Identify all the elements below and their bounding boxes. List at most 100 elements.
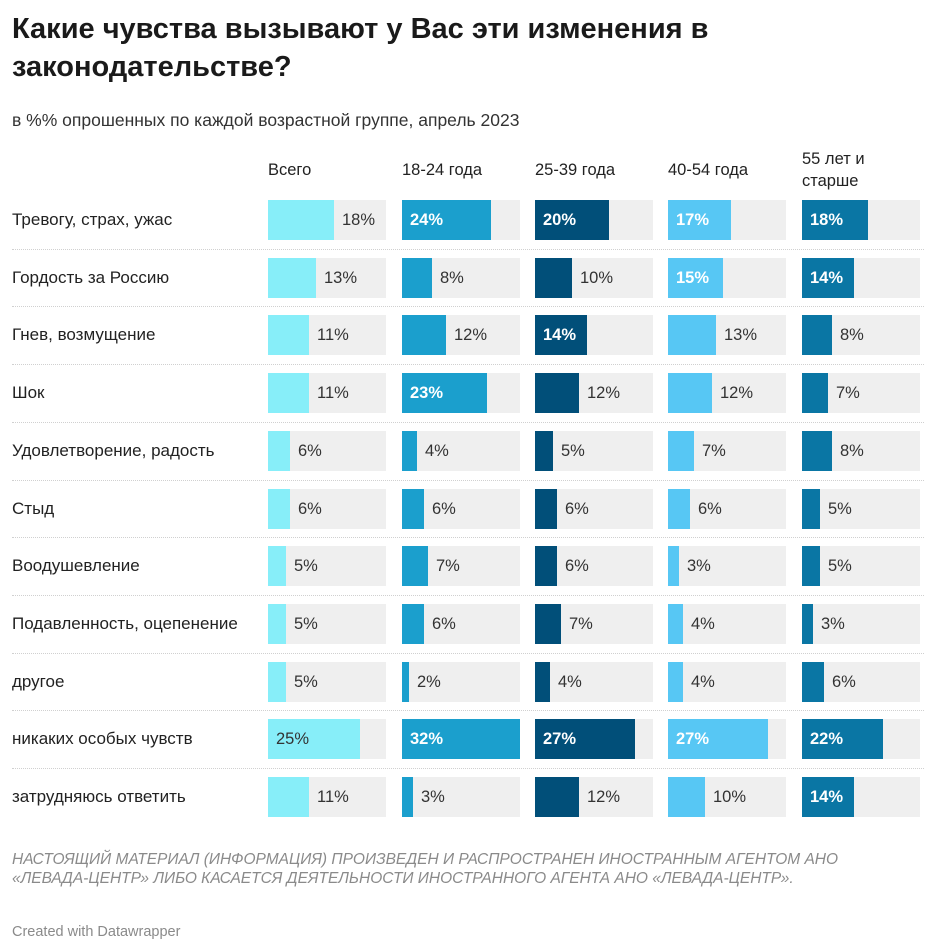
bar <box>535 430 553 471</box>
bar-track: 20% <box>535 200 653 240</box>
bar <box>535 315 587 356</box>
bar-track: 14% <box>535 315 653 356</box>
bar-track: 12% <box>668 373 786 414</box>
bar-track: 18% <box>268 200 386 240</box>
value-label: 6% <box>298 441 322 460</box>
bar-track: 22% <box>802 719 920 760</box>
bar <box>802 257 854 298</box>
value-label: 4% <box>691 672 715 691</box>
value-label: 15% <box>676 268 710 287</box>
bar <box>668 200 731 240</box>
column-header-0: Всего <box>268 161 312 179</box>
bar <box>402 373 487 414</box>
bar-track: 27% <box>668 719 786 760</box>
bar-track: 11% <box>268 373 386 414</box>
bar <box>668 257 723 298</box>
bar <box>802 430 832 471</box>
bar-track: 12% <box>535 777 653 817</box>
bar-track: 4% <box>402 430 520 471</box>
bar-track: 8% <box>802 315 920 356</box>
chart-title: Какие чувства вызывают у Вас эти изменен… <box>12 13 709 83</box>
foreign-agent-note: НАСТОЯЩИЙ МАТЕРИАЛ (ИНФОРМАЦИЯ) ПРОИЗВЕД… <box>12 851 839 887</box>
value-label: 5% <box>828 557 852 576</box>
value-label: 5% <box>294 614 318 633</box>
bar <box>268 257 316 298</box>
bar-track: 11% <box>268 777 386 817</box>
value-label: 18% <box>342 211 376 229</box>
bar-track: 17% <box>668 200 786 240</box>
category-label: Воодушевление <box>12 556 140 576</box>
bar <box>268 661 286 702</box>
value-label: 10% <box>713 788 747 806</box>
bar <box>535 719 635 760</box>
bar <box>535 200 609 240</box>
bar <box>268 777 309 817</box>
bar <box>668 430 694 471</box>
bar-track: 10% <box>535 257 653 298</box>
value-label: 4% <box>691 614 715 633</box>
bar <box>268 719 360 760</box>
value-label: 13% <box>724 326 758 345</box>
bar-track: 11% <box>268 315 386 356</box>
bar-track: 15% <box>668 257 786 298</box>
bar <box>402 719 520 760</box>
bar <box>668 777 705 817</box>
row-separator <box>12 364 924 366</box>
value-label: 14% <box>810 268 844 287</box>
bar <box>268 200 334 240</box>
bar <box>268 430 290 471</box>
bar-track: 10% <box>668 777 786 817</box>
value-label: 3% <box>821 614 845 633</box>
value-label: 5% <box>828 499 852 518</box>
bar-track: 6% <box>535 546 653 587</box>
bar-track: 6% <box>402 488 520 529</box>
category-label: Шок <box>12 383 45 403</box>
bar-track: 12% <box>535 373 653 414</box>
value-label: 14% <box>543 326 577 345</box>
bar-track: 23% <box>402 373 520 414</box>
bar <box>802 488 820 529</box>
bar-track: 7% <box>802 373 920 414</box>
value-label: 12% <box>587 788 621 806</box>
bar <box>402 315 446 356</box>
row-separator <box>12 652 924 654</box>
category-label: Гнев, возмущение <box>12 325 156 345</box>
bar-track: 14% <box>802 257 920 298</box>
value-label: 11% <box>317 326 349 345</box>
bar-track: 8% <box>802 430 920 471</box>
bar <box>402 488 424 529</box>
bar-track: 5% <box>268 661 386 702</box>
bar-track: 6% <box>402 603 520 644</box>
bar <box>668 315 716 356</box>
bar-track: 3% <box>668 546 786 587</box>
category-label: затрудняюсь ответить <box>12 787 186 806</box>
value-label: 12% <box>454 326 488 345</box>
column-header-4: 55 лет и старше <box>802 150 865 190</box>
bar <box>268 488 290 529</box>
bar-track: 32% <box>402 719 520 760</box>
value-label: 25% <box>276 730 310 749</box>
bar <box>402 661 409 702</box>
value-label: 23% <box>410 384 444 403</box>
bar-track: 3% <box>802 603 920 644</box>
bar-track: 4% <box>668 661 786 702</box>
bar <box>802 546 820 587</box>
column-header-1: 18-24 года <box>402 161 483 179</box>
bar <box>535 257 572 298</box>
bar-track: 7% <box>402 546 520 587</box>
bar-track: 6% <box>668 488 786 529</box>
value-label: 11% <box>317 384 349 403</box>
bar-track: 25% <box>268 719 386 760</box>
bar-track: 5% <box>802 546 920 587</box>
bar <box>402 257 432 298</box>
value-label: 32% <box>410 730 444 749</box>
value-label: 2% <box>417 672 441 691</box>
value-label: 20% <box>543 211 577 229</box>
value-label: 6% <box>298 499 322 518</box>
value-label: 7% <box>702 441 726 460</box>
row-separator <box>12 248 924 250</box>
bar <box>668 719 768 760</box>
value-label: 7% <box>569 614 593 633</box>
category-label: Подавленность, оцепенение <box>12 613 238 633</box>
value-label: 6% <box>698 499 722 518</box>
